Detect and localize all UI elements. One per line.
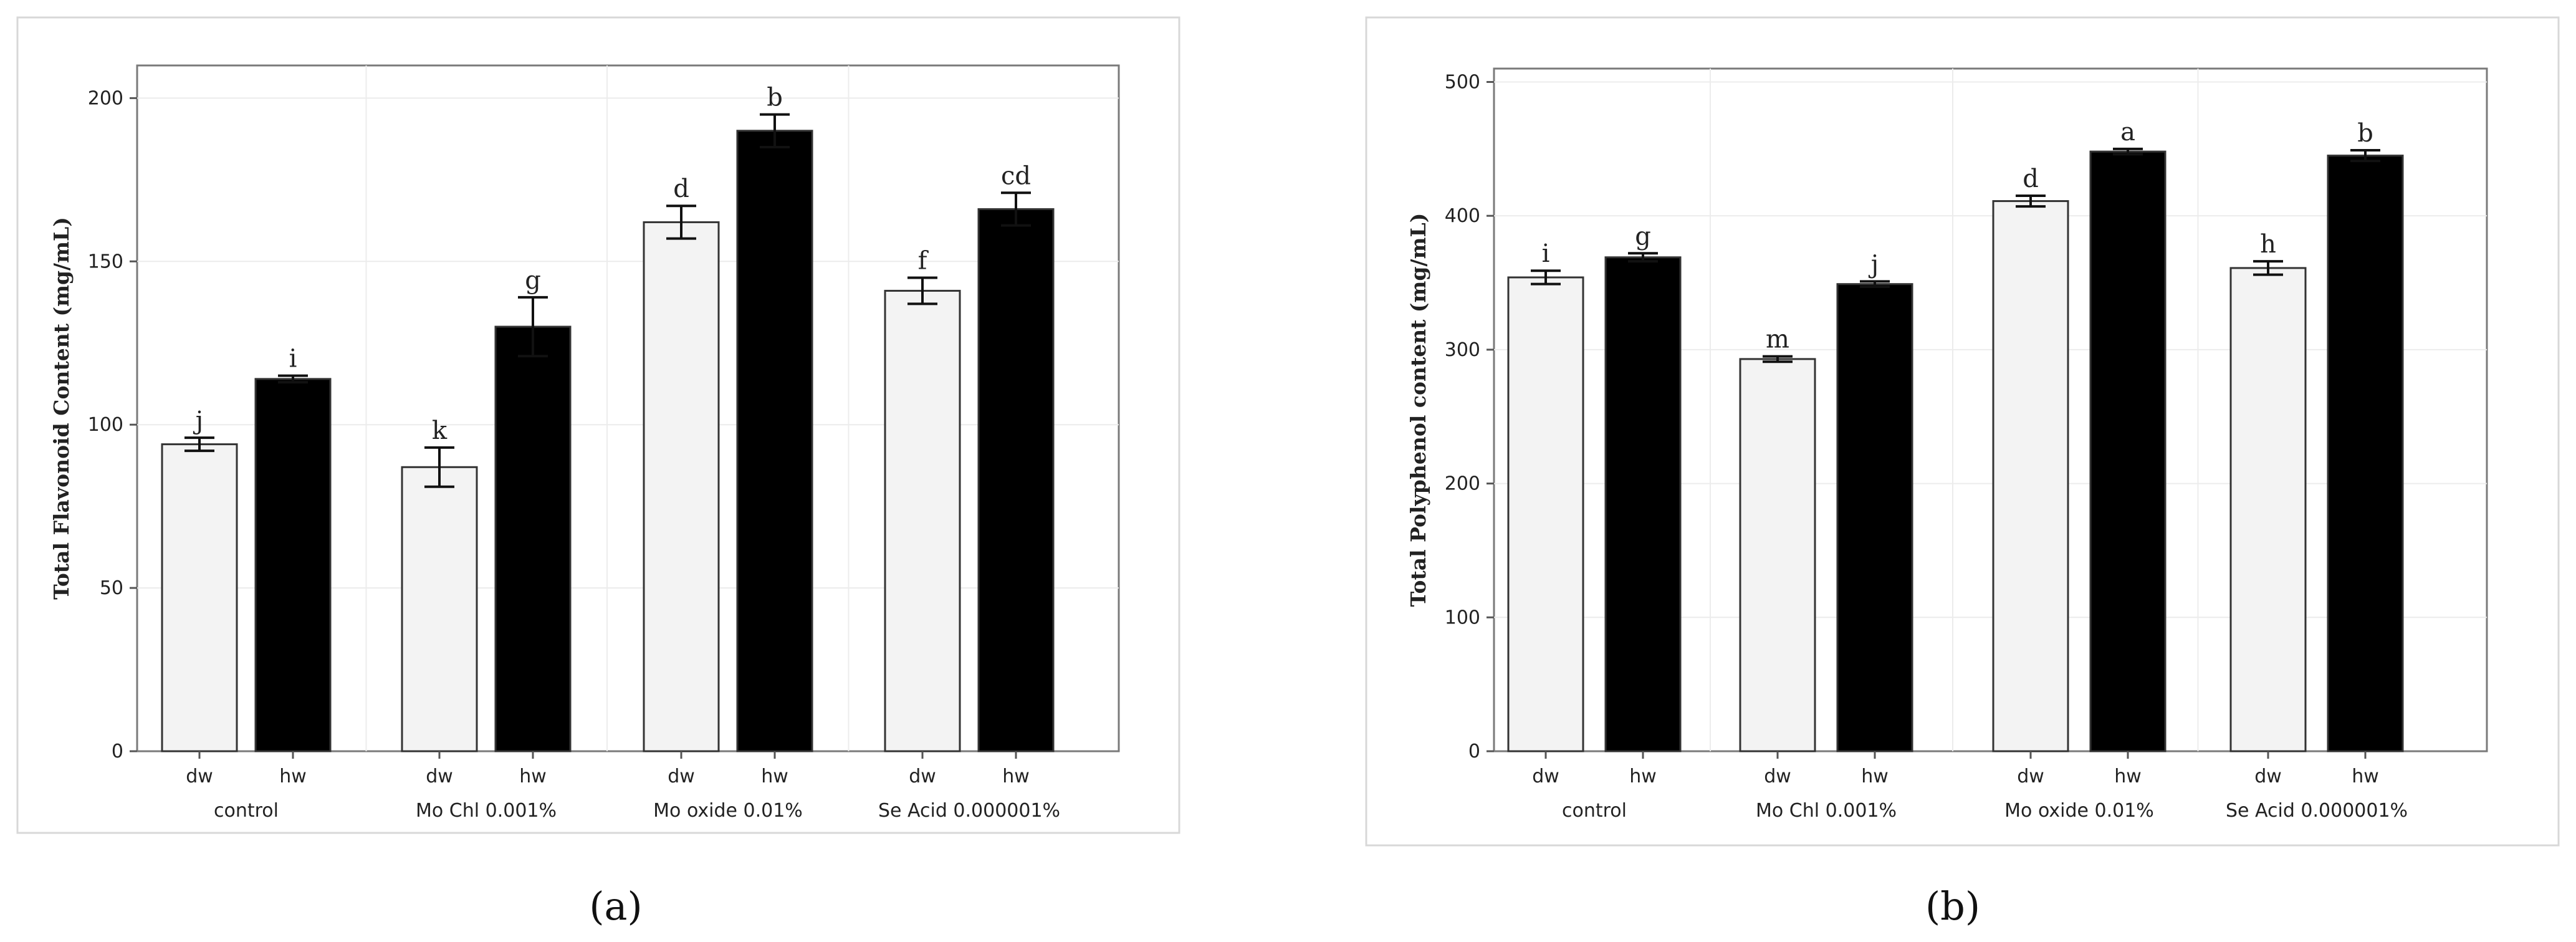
group-label: control bbox=[214, 800, 279, 822]
bar-category-label: dw bbox=[909, 766, 936, 787]
y-tick-label: 300 bbox=[1445, 339, 1480, 361]
bar-category-label: hw bbox=[279, 766, 307, 787]
y-tick-label: 0 bbox=[1468, 741, 1480, 762]
significance-letter: h bbox=[2260, 230, 2276, 259]
significance-letter: i bbox=[289, 345, 297, 373]
bar-category-label: dw bbox=[2254, 766, 2282, 787]
group-label: control bbox=[1562, 800, 1627, 822]
bar-category-label: dw bbox=[1764, 766, 1791, 787]
significance-letter: k bbox=[432, 416, 448, 445]
bar-hw bbox=[2327, 155, 2404, 752]
significance-letter: i bbox=[1542, 239, 1550, 268]
significance-letter: f bbox=[918, 246, 929, 275]
bar-dw bbox=[1992, 200, 2069, 752]
significance-letter: d bbox=[2023, 165, 2039, 193]
group-label: Mo oxide 0.01% bbox=[653, 800, 803, 822]
bar-dw bbox=[2229, 267, 2307, 752]
bar-dw bbox=[161, 443, 238, 752]
panel-a-caption: (a) bbox=[589, 883, 642, 929]
group-label: Se Acid 0.000001% bbox=[2226, 800, 2408, 822]
bar-dw bbox=[401, 466, 478, 752]
bar-hw bbox=[494, 325, 572, 752]
bar-category-label: dw bbox=[668, 766, 695, 787]
bar-category-label: dw bbox=[426, 766, 453, 787]
significance-letter: d bbox=[673, 175, 689, 203]
significance-letter: g bbox=[525, 266, 541, 295]
bar-category-label: hw bbox=[1861, 766, 1889, 787]
bar-category-label: hw bbox=[1002, 766, 1030, 787]
bar-category-label: hw bbox=[519, 766, 547, 787]
y-tick-label: 200 bbox=[88, 87, 123, 109]
bar-hw bbox=[736, 130, 813, 752]
significance-letter: m bbox=[1766, 325, 1789, 354]
significance-letter: cd bbox=[1001, 161, 1031, 190]
bar-hw bbox=[1604, 256, 1682, 752]
bar-category-label: dw bbox=[186, 766, 213, 787]
group-label: Mo Chl 0.001% bbox=[416, 800, 557, 822]
bar-category-label: dw bbox=[2017, 766, 2044, 787]
y-tick-label: 200 bbox=[1445, 473, 1480, 495]
y-tick-label: 100 bbox=[1445, 607, 1480, 628]
y-tick-label: 100 bbox=[88, 414, 123, 436]
significance-letter: b bbox=[2357, 119, 2373, 148]
y-tick-label: 50 bbox=[100, 577, 123, 599]
y-axis-title: Total Flavonoid Content (mg/mL) bbox=[49, 217, 74, 600]
significance-letter: j bbox=[193, 406, 203, 435]
bar-dw bbox=[1739, 358, 1816, 752]
bar-category-label: hw bbox=[1629, 766, 1657, 787]
group-label: Mo oxide 0.01% bbox=[2004, 800, 2154, 822]
group-label: Se Acid 0.000001% bbox=[878, 800, 1060, 822]
bar-dw bbox=[884, 289, 961, 752]
flavonoid-chart-panel: 0 50 100 150 200 Total Flavonoid Content (mg/… bbox=[16, 16, 1180, 834]
bar-category-label: dw bbox=[1532, 766, 1559, 787]
significance-letter: g bbox=[1635, 222, 1651, 251]
group-label: Mo Chl 0.001% bbox=[1756, 800, 1897, 822]
significance-letter: j bbox=[1869, 250, 1879, 279]
y-tick-label: 150 bbox=[88, 251, 123, 272]
bar-category-label: hw bbox=[2352, 766, 2379, 787]
significance-letter: a bbox=[2120, 118, 2135, 147]
y-tick-label: 500 bbox=[1445, 71, 1480, 93]
bar-category-label: hw bbox=[2114, 766, 2142, 787]
bar-category-label: hw bbox=[761, 766, 788, 787]
significance-letter: b bbox=[767, 84, 783, 112]
bar-hw bbox=[977, 208, 1055, 752]
bar-hw bbox=[254, 378, 332, 752]
y-axis-title: Total Polyphenol content (mg/mL) bbox=[1406, 213, 1430, 607]
polyphenol-chart-panel: 0 100 200 300 400 500 Total Polyphenol content… bbox=[1365, 16, 2560, 847]
bar-hw bbox=[1836, 283, 1913, 752]
panel-b-caption: (b) bbox=[1925, 883, 1980, 929]
bar-dw bbox=[643, 221, 720, 752]
bar-dw bbox=[1507, 276, 1584, 752]
bar-hw bbox=[2089, 150, 2167, 752]
y-tick-label: 0 bbox=[112, 741, 123, 762]
y-tick-label: 400 bbox=[1445, 205, 1480, 227]
